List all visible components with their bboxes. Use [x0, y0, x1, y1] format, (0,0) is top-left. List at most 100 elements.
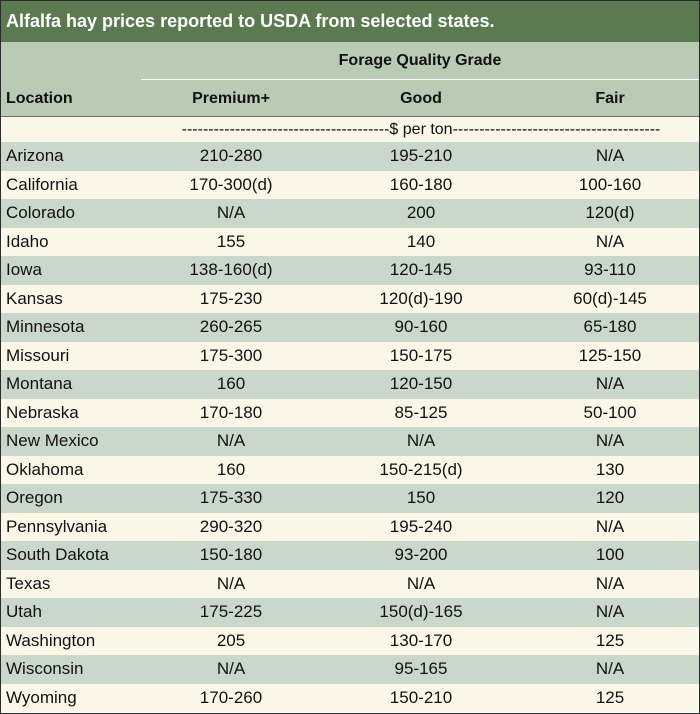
table-row: Oklahoma 160 150-215(d) 130	[1, 455, 699, 484]
cell-premium: 150-180	[199, 545, 263, 564]
cell-location: Iowa	[6, 260, 42, 279]
cell-good: 150-175	[389, 345, 453, 365]
cell-fair: 120	[595, 488, 625, 507]
table-header: Forage Quality Grade Location Premium+ G…	[1, 42, 699, 116]
cell-location: Arizona	[6, 146, 64, 165]
cell-location: Colorado	[6, 203, 75, 222]
cell-good: 195-240	[389, 516, 453, 536]
cell-fair: N/A	[595, 573, 625, 593]
cell-premium: 170-300(d)	[189, 174, 273, 194]
cell-fair: 125	[595, 687, 625, 707]
table-row: Pennsylvania 290-320 195-240 N/A	[1, 512, 699, 541]
cell-location: Texas	[6, 573, 51, 593]
table-row: Wyoming 170-260 150-210 125	[1, 683, 699, 712]
cell-location: Wyoming	[6, 687, 77, 707]
cell-fair: N/A	[595, 374, 625, 393]
unit-row: ---------------------------------------$…	[1, 116, 699, 142]
cell-premium: N/A	[216, 431, 246, 450]
table-title: Alfalfa hay prices reported to USDA from…	[1, 1, 699, 42]
cell-good: 150-210	[389, 687, 453, 707]
table-row: Oregon 175-330 150 120	[1, 484, 699, 513]
cell-good: 93-200	[394, 545, 448, 564]
cell-good: 85-125	[394, 402, 448, 422]
cell-location: Oklahoma	[6, 459, 84, 479]
cell-good: 95-165	[394, 659, 448, 678]
cell-premium: N/A	[216, 659, 246, 678]
cell-good: 120-145	[389, 260, 453, 279]
cell-premium: 170-180	[199, 402, 263, 422]
cell-good: 120-150	[389, 374, 453, 393]
cell-fair: 125-150	[578, 345, 642, 365]
cell-location: Oregon	[6, 488, 63, 507]
column-header-fair: Fair	[595, 90, 625, 107]
cell-good: 150	[406, 488, 436, 507]
cell-good: 150-215(d)	[379, 459, 463, 479]
table-row: South Dakota 150-180 93-200 100	[1, 541, 699, 570]
cell-good: 90-160	[394, 317, 448, 336]
cell-location: South Dakota	[6, 545, 110, 564]
table-row: Arizona 210-280 195-210 N/A	[1, 142, 699, 171]
cell-location: Wisconsin	[6, 659, 84, 678]
cell-good: 150(d)-165	[379, 602, 463, 621]
table-row: Idaho 155 140 N/A	[1, 227, 699, 256]
cell-fair: N/A	[595, 602, 625, 621]
cell-location: New Mexico	[6, 431, 99, 450]
table-row: Colorado N/A 200 120(d)	[1, 199, 699, 228]
cell-fair: N/A	[595, 231, 625, 251]
cell-premium: 155	[216, 231, 246, 251]
cell-fair: N/A	[595, 516, 625, 536]
cell-premium: 210-280	[199, 146, 263, 165]
cell-location: Nebraska	[6, 402, 79, 422]
cell-fair: 130	[595, 459, 625, 479]
cell-premium: 260-265	[199, 317, 263, 336]
cell-premium: 175-330	[199, 488, 263, 507]
table-row: Iowa 138-160(d) 120-145 93-110	[1, 256, 699, 285]
table-row: Kansas 175-230 120(d)-190 60(d)-145	[1, 284, 699, 313]
cell-premium: 175-225	[199, 602, 263, 621]
table-row: Utah 175-225 150(d)-165 N/A	[1, 598, 699, 627]
group-header-rule	[141, 79, 699, 80]
cell-premium: 170-260	[199, 687, 263, 707]
cell-fair: 100-160	[578, 174, 642, 194]
cell-fair: N/A	[595, 659, 625, 678]
cell-fair: 50-100	[583, 402, 637, 422]
cell-location: Kansas	[6, 288, 63, 308]
cell-fair: 125	[595, 630, 625, 650]
cell-premium: 175-300	[199, 345, 263, 365]
cell-fair: 120(d)	[585, 203, 635, 222]
cell-premium: N/A	[216, 573, 246, 593]
cell-good: 140	[406, 231, 436, 251]
cell-good: 120(d)-190	[379, 288, 463, 308]
cell-premium: 138-160(d)	[189, 260, 273, 279]
table-body: Arizona 210-280 195-210 N/A California 170-30…	[1, 142, 699, 712]
cell-location: California	[6, 174, 78, 194]
cell-location: Minnesota	[6, 317, 85, 336]
cell-fair: 100	[595, 545, 625, 564]
cell-good: 130-170	[389, 630, 453, 650]
table-row: Missouri 175-300 150-175 125-150	[1, 341, 699, 370]
column-header-good: Good	[400, 90, 442, 107]
cell-location: Washington	[6, 630, 96, 650]
cell-good: 200	[406, 203, 436, 222]
group-header: Forage Quality Grade	[338, 52, 502, 69]
table-row: California 170-300(d) 160-180 100-160	[1, 170, 699, 199]
cell-premium: 160	[216, 374, 246, 393]
cell-premium: 175-230	[199, 288, 263, 308]
cell-premium: 290-320	[199, 516, 263, 536]
table-row: Wisconsin N/A 95-165 N/A	[1, 655, 699, 684]
cell-location: Utah	[6, 602, 42, 621]
cell-fair: N/A	[595, 146, 625, 165]
cell-premium: N/A	[216, 203, 246, 222]
cell-fair: 65-180	[583, 317, 637, 336]
table-row: New Mexico N/A N/A N/A	[1, 427, 699, 456]
table-row: Nebraska 170-180 85-125 50-100	[1, 398, 699, 427]
cell-good: N/A	[406, 573, 436, 593]
cell-location: Pennsylvania	[6, 516, 108, 536]
column-header-location: Location	[6, 90, 73, 107]
table-row: Minnesota 260-265 90-160 65-180	[1, 313, 699, 342]
cell-premium: 205	[216, 630, 246, 650]
cell-fair: N/A	[595, 431, 625, 450]
cell-good: 195-210	[389, 146, 453, 165]
cell-fair: 93-110	[584, 260, 636, 279]
